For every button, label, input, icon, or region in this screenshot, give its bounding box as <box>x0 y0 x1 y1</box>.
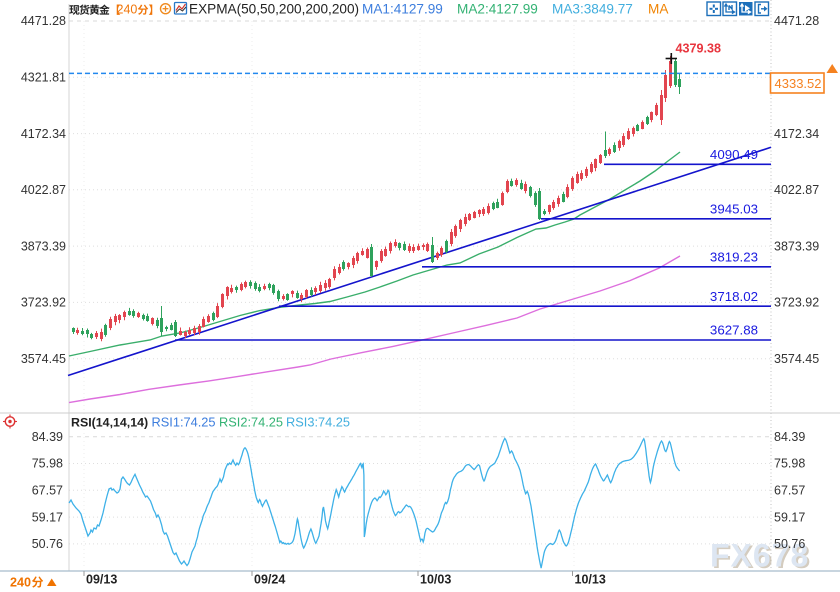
svg-text:4172.34: 4172.34 <box>21 127 66 141</box>
svg-text:75.98: 75.98 <box>32 457 63 471</box>
svg-text:4172.34: 4172.34 <box>774 127 819 141</box>
svg-text:FX678: FX678 <box>712 539 811 575</box>
svg-text:75.98: 75.98 <box>774 457 805 471</box>
svg-text:MA1:4127.99: MA1:4127.99 <box>362 2 443 17</box>
svg-text:FX678: FX678 <box>710 538 809 574</box>
svg-text:3718.02: 3718.02 <box>710 289 758 304</box>
svg-text:240: 240 <box>117 3 138 17</box>
svg-text:EXPMA(50,50,200,200,200): EXPMA(50,50,200,200,200) <box>189 2 359 17</box>
svg-text:RSI(14,14,14): RSI(14,14,14) <box>71 416 148 430</box>
svg-text:50.76: 50.76 <box>32 537 63 551</box>
svg-text:3627.88: 3627.88 <box>710 323 758 338</box>
svg-text:09/13: 09/13 <box>86 573 117 587</box>
svg-text:RSI2:74.25: RSI2:74.25 <box>219 415 283 430</box>
svg-text:3873.39: 3873.39 <box>21 239 66 253</box>
svg-text:3574.45: 3574.45 <box>21 352 66 366</box>
svg-text:240: 240 <box>10 576 31 590</box>
svg-text:3574.45: 3574.45 <box>774 352 819 366</box>
svg-text:3819.23: 3819.23 <box>710 250 758 265</box>
svg-text:59.17: 59.17 <box>32 510 63 524</box>
svg-text:4022.87: 4022.87 <box>21 183 66 197</box>
svg-text:MA: MA <box>648 2 669 17</box>
svg-text:10/03: 10/03 <box>420 573 451 587</box>
svg-text:4379.38: 4379.38 <box>676 42 722 56</box>
svg-text:4333.52: 4333.52 <box>775 76 822 91</box>
svg-text:67.57: 67.57 <box>774 484 805 498</box>
svg-text:3723.92: 3723.92 <box>21 296 66 310</box>
svg-text:MA2:4127.99: MA2:4127.99 <box>457 2 538 17</box>
svg-text:RSI3:74.25: RSI3:74.25 <box>286 415 350 430</box>
svg-text:59.17: 59.17 <box>774 510 805 524</box>
svg-text:4471.28: 4471.28 <box>774 14 819 28</box>
svg-text:3873.39: 3873.39 <box>774 239 819 253</box>
svg-text:10/13: 10/13 <box>575 573 606 587</box>
svg-text:84.39: 84.39 <box>774 430 805 444</box>
svg-text:MA3:3849.77: MA3:3849.77 <box>552 2 633 17</box>
svg-text:84.39: 84.39 <box>32 430 63 444</box>
svg-text:4321.81: 4321.81 <box>21 71 66 85</box>
svg-text:50.76: 50.76 <box>774 537 805 551</box>
svg-text:4022.87: 4022.87 <box>774 183 819 197</box>
svg-text:3723.92: 3723.92 <box>774 296 819 310</box>
svg-text:09/24: 09/24 <box>254 573 285 587</box>
svg-text:RSI1:74.25: RSI1:74.25 <box>152 415 216 430</box>
svg-text:67.57: 67.57 <box>32 484 63 498</box>
svg-text:4090.49: 4090.49 <box>710 147 758 162</box>
svg-text:3945.03: 3945.03 <box>710 202 758 217</box>
svg-text:4471.28: 4471.28 <box>21 14 66 28</box>
